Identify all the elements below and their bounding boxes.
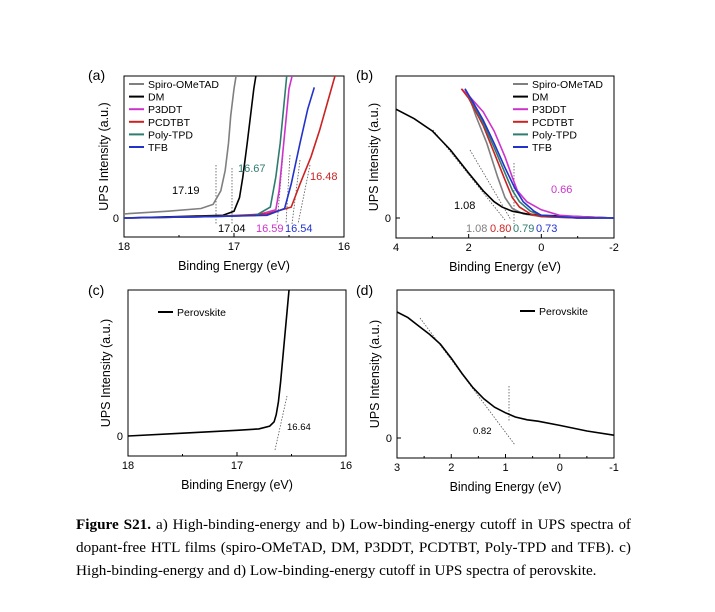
panel-label: (a) [88, 67, 105, 83]
guide-line [291, 159, 301, 225]
x-tick-label: 0 [538, 242, 544, 254]
panel-label: (c) [88, 282, 104, 298]
legend-label: P3DDT [532, 104, 567, 116]
x-tick-label: 18 [122, 460, 134, 472]
legend-label: DM [148, 92, 164, 104]
y-tick-label: 0 [385, 213, 391, 225]
guide-line [297, 164, 311, 225]
y-tick-label: 0 [386, 433, 392, 445]
annotation-value: 0.79 [513, 223, 534, 235]
figure-s21: (a) 18 17 16 0 Binding Energy (eV) UPS Intensi… [88, 67, 619, 494]
y-tick-label: 0 [117, 431, 123, 443]
x-tick-label: 16 [338, 241, 350, 253]
x-tick-label: 1 [502, 462, 508, 474]
x-tick-label: -1 [609, 462, 619, 474]
caption-label: Figure S21. [76, 516, 152, 533]
annotation-value: 16.54 [285, 223, 313, 235]
x-tick-label: -2 [609, 242, 619, 254]
x-tick-label: 0 [557, 462, 563, 474]
series-line-perovskite [397, 311, 614, 436]
y-tick-label: 0 [113, 213, 119, 225]
legend-label: Poly-TPD [532, 129, 577, 141]
figure-caption: Figure S21. a) High-binding-energy and b… [76, 513, 631, 582]
y-axis-label: UPS Intensity (a.u.) [97, 102, 111, 210]
annotation-value: 0.80 [490, 223, 511, 235]
x-axis-label: Binding Energy (eV) [450, 480, 562, 494]
annotation-value: 0.82 [473, 426, 492, 437]
panel-label: (b) [356, 67, 373, 83]
caption-text: a) High-binding-energy and b) Low-bindin… [76, 516, 631, 579]
x-tick-label: 2 [466, 242, 472, 254]
series-line-tfb [464, 88, 614, 219]
guide-line [276, 154, 284, 225]
legend-label: Poly-TPD [148, 129, 193, 141]
x-axis-label: Binding Energy (eV) [449, 260, 561, 274]
y-axis-label: UPS Intensity (a.u.) [367, 103, 381, 211]
legend-label: P3DDT [148, 104, 183, 116]
x-axis-label: Binding Energy (eV) [178, 259, 290, 273]
x-tick-label: 17 [231, 460, 243, 472]
panel-label: (d) [356, 282, 373, 298]
y-axis-label: UPS Intensity (a.u.) [99, 319, 113, 427]
x-axis-label: Binding Energy (eV) [181, 478, 293, 492]
annotation-value: 1.08 [466, 223, 487, 235]
x-tick-label: 16 [340, 460, 352, 472]
legend-label: DM [532, 92, 548, 104]
legend-label: TFB [148, 142, 168, 154]
annotation-value: 17.19 [172, 185, 200, 197]
guide-line [274, 395, 288, 451]
legend-label: Perovskite [539, 306, 588, 318]
x-tick-label: 18 [118, 241, 130, 253]
guide-line [469, 149, 512, 221]
x-tick-label: 3 [394, 462, 400, 474]
series-line-p3ddt [460, 88, 614, 219]
legend-label: Spiro-OMeTAD [148, 79, 219, 91]
annotation-value: 16.48 [310, 171, 338, 183]
annotation-value: 0.66 [551, 184, 572, 196]
guide-line [285, 154, 291, 225]
series-line-tfb [124, 87, 316, 219]
x-tick-label: 2 [448, 462, 454, 474]
annotation-value: 17.04 [218, 223, 246, 235]
series-line-dm [396, 108, 614, 219]
legend-label: PCDTBT [148, 117, 191, 129]
series-line-spiro-ometad [124, 76, 237, 215]
legend-label: Spiro-OMeTAD [532, 79, 603, 91]
y-axis-label: UPS Intensity (a.u.) [368, 320, 382, 428]
annotation-value: 1.08 [454, 200, 475, 212]
x-tick-label: 17 [228, 241, 240, 253]
annotation-value: 16.64 [287, 422, 311, 433]
legend-label: TFB [532, 142, 552, 154]
series-line-pcdtbt [460, 88, 614, 219]
legend-label: Perovskite [177, 307, 226, 319]
series-line-perovskite [128, 290, 290, 437]
annotation-value: 0.73 [536, 223, 557, 235]
series-line-dm [124, 76, 257, 219]
legend-label: PCDTBT [532, 117, 575, 129]
annotation-value: 16.59 [256, 223, 284, 235]
x-tick-label: 4 [393, 242, 399, 254]
annotation-value: 16.67 [238, 163, 266, 175]
